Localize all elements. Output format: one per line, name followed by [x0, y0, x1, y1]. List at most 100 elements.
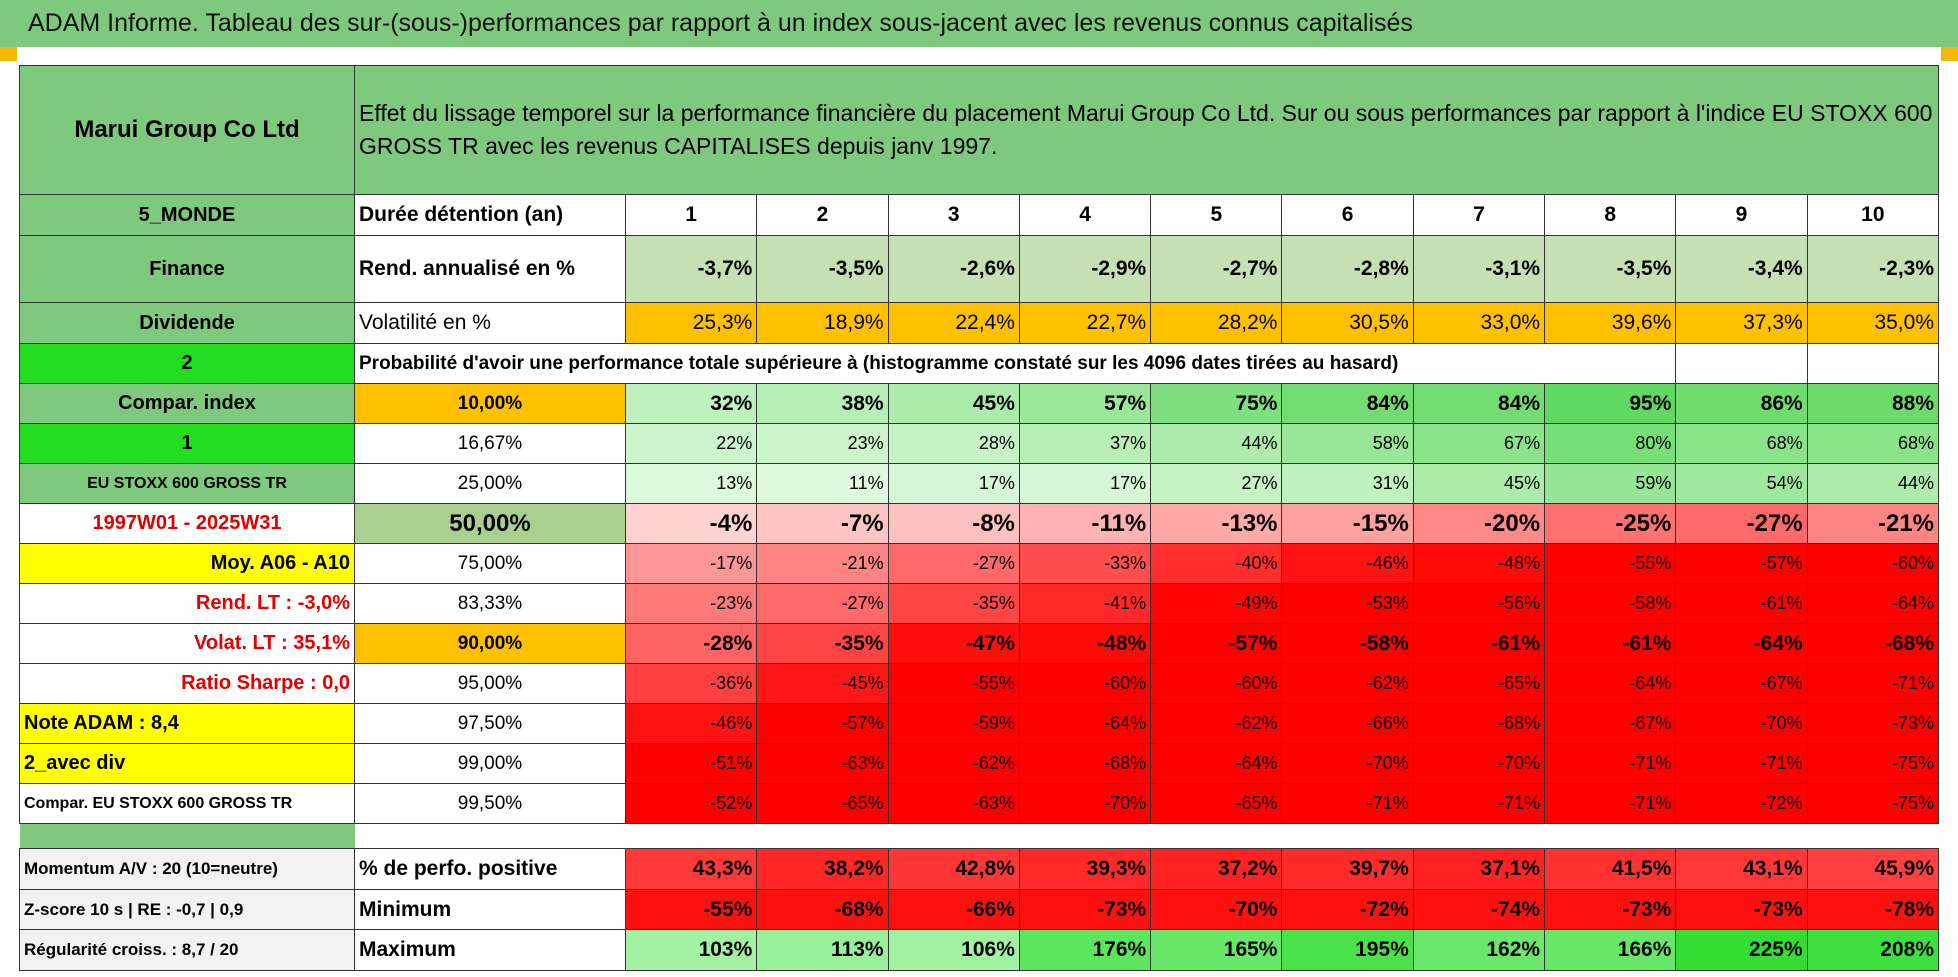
- cell: -55%: [1544, 543, 1677, 584]
- cell: -3,4%: [1675, 235, 1808, 303]
- cell: -73%: [1675, 889, 1808, 930]
- cell: Finance: [19, 235, 355, 303]
- cell: -67%: [1544, 703, 1677, 744]
- cell: -60%: [1018, 663, 1152, 704]
- cell: 25,3%: [624, 302, 758, 344]
- cell: -68%: [756, 889, 889, 930]
- cell: -55%: [887, 663, 1020, 704]
- cell: 27%: [1150, 463, 1283, 504]
- cell: -21%: [1806, 503, 1940, 544]
- cell: 86%: [1675, 383, 1808, 424]
- cell: 45%: [1412, 463, 1546, 504]
- cell: 7: [1412, 194, 1546, 236]
- cell: -64%: [1806, 583, 1940, 624]
- cell: -72%: [1675, 783, 1808, 824]
- cell: 176%: [1018, 929, 1152, 971]
- cell: [355, 824, 1939, 849]
- cell: -71%: [1544, 783, 1677, 824]
- cell: -57%: [1675, 543, 1808, 584]
- cell: -59%: [887, 703, 1020, 744]
- cell: 50,00%: [354, 503, 626, 544]
- cell: 1997W01 - 2025W31: [19, 503, 355, 544]
- cell: 166%: [1544, 929, 1677, 971]
- cell: -68%: [1412, 703, 1546, 744]
- cell: -61%: [1412, 623, 1546, 664]
- cell: 25,00%: [354, 463, 626, 504]
- cell: 57%: [1018, 383, 1152, 424]
- table-row: Compar. EU STOXX 600 GROSS TR 99,50% -52% -…: [19, 783, 1940, 824]
- cell: -63%: [756, 743, 889, 784]
- cell: -2,8%: [1281, 235, 1414, 303]
- cell: 99,50%: [354, 783, 626, 824]
- cell: -62%: [1150, 703, 1283, 744]
- cell: -46%: [624, 703, 758, 744]
- cell: 41,5%: [1544, 848, 1677, 890]
- cell: -71%: [1412, 783, 1546, 824]
- cell: -75%: [1806, 743, 1940, 784]
- cell: -17%: [624, 543, 758, 584]
- cell: Marui Group Co Ltd: [19, 65, 355, 195]
- cell: -64%: [1675, 623, 1808, 664]
- cell: -8%: [887, 503, 1020, 544]
- cell: -70%: [1281, 743, 1414, 784]
- cell: -78%: [1806, 889, 1940, 930]
- cell: 39,7%: [1281, 848, 1414, 890]
- cell: -58%: [1544, 583, 1677, 624]
- table-row: EU STOXX 600 GROSS TR 25,00% 13% 11% 17% 17% 2…: [19, 463, 1940, 504]
- title-bar: ADAM Informe. Tableau des sur-(sous-)per…: [0, 0, 1958, 47]
- table-row: 1 16,67% 22% 23% 28% 37% 44% 58% 67% 80% 68% 68%: [19, 423, 1940, 464]
- cell: -64%: [1544, 663, 1677, 704]
- cell: -73%: [1544, 889, 1677, 930]
- cell: 6: [1281, 194, 1414, 236]
- cell: -45%: [756, 663, 889, 704]
- cell: -58%: [1281, 623, 1414, 664]
- cell: 5: [1150, 194, 1283, 236]
- cell: 58%: [1281, 423, 1414, 464]
- cell: -3,5%: [756, 235, 889, 303]
- cell: 30,5%: [1281, 302, 1414, 344]
- cell: -60%: [1806, 543, 1940, 584]
- cell: Volat. LT : 35,1%: [19, 623, 355, 664]
- cell: Maximum: [354, 929, 626, 971]
- cell: 83,33%: [354, 583, 626, 624]
- table-row: Moy. A06 - A10 75,00% -17% -21% -27% -33% -40%…: [19, 543, 1940, 584]
- cell: -64%: [1018, 703, 1152, 744]
- cell: 45%: [887, 383, 1020, 424]
- cell: 38,2%: [756, 848, 889, 890]
- cell: 39,6%: [1544, 302, 1677, 344]
- cell: -20%: [1412, 503, 1546, 544]
- cell: -3,5%: [1544, 235, 1677, 303]
- cell: [1675, 343, 1808, 384]
- cell: -70%: [1675, 703, 1808, 744]
- cell: -65%: [1150, 783, 1283, 824]
- cell: -57%: [1150, 623, 1283, 664]
- cell: -49%: [1150, 583, 1283, 624]
- cell: 59%: [1544, 463, 1677, 504]
- cell: -75%: [1806, 783, 1940, 824]
- cell: 165%: [1150, 929, 1283, 971]
- cell: 68%: [1675, 423, 1808, 464]
- cell: -27%: [1675, 503, 1808, 544]
- cell: 18,9%: [756, 302, 889, 344]
- cell: 9: [1675, 194, 1808, 236]
- cell: 68%: [1806, 423, 1940, 464]
- cell: 22,4%: [887, 302, 1020, 344]
- cell: Ratio Sharpe : 0,0: [19, 663, 355, 704]
- cell: Volatilité en %: [354, 302, 626, 344]
- cell: Z-score 10 s | RE : -0,7 | 0,9: [19, 889, 355, 930]
- cell: 28,2%: [1150, 302, 1283, 344]
- cell: 44%: [1806, 463, 1940, 504]
- cell: 42,8%: [887, 848, 1020, 890]
- cell: -61%: [1675, 583, 1808, 624]
- table-row: Ratio Sharpe : 0,0 95,00% -36% -45% -55% -60%…: [19, 663, 1940, 704]
- cell: 17%: [887, 463, 1020, 504]
- cell: -70%: [1150, 889, 1283, 930]
- cell: -57%: [756, 703, 889, 744]
- cell: -61%: [1544, 623, 1677, 664]
- cell: -68%: [1806, 623, 1940, 664]
- cell: -74%: [1412, 889, 1546, 930]
- cell: -65%: [1412, 663, 1546, 704]
- cell: -71%: [1281, 783, 1414, 824]
- cell: -66%: [1281, 703, 1414, 744]
